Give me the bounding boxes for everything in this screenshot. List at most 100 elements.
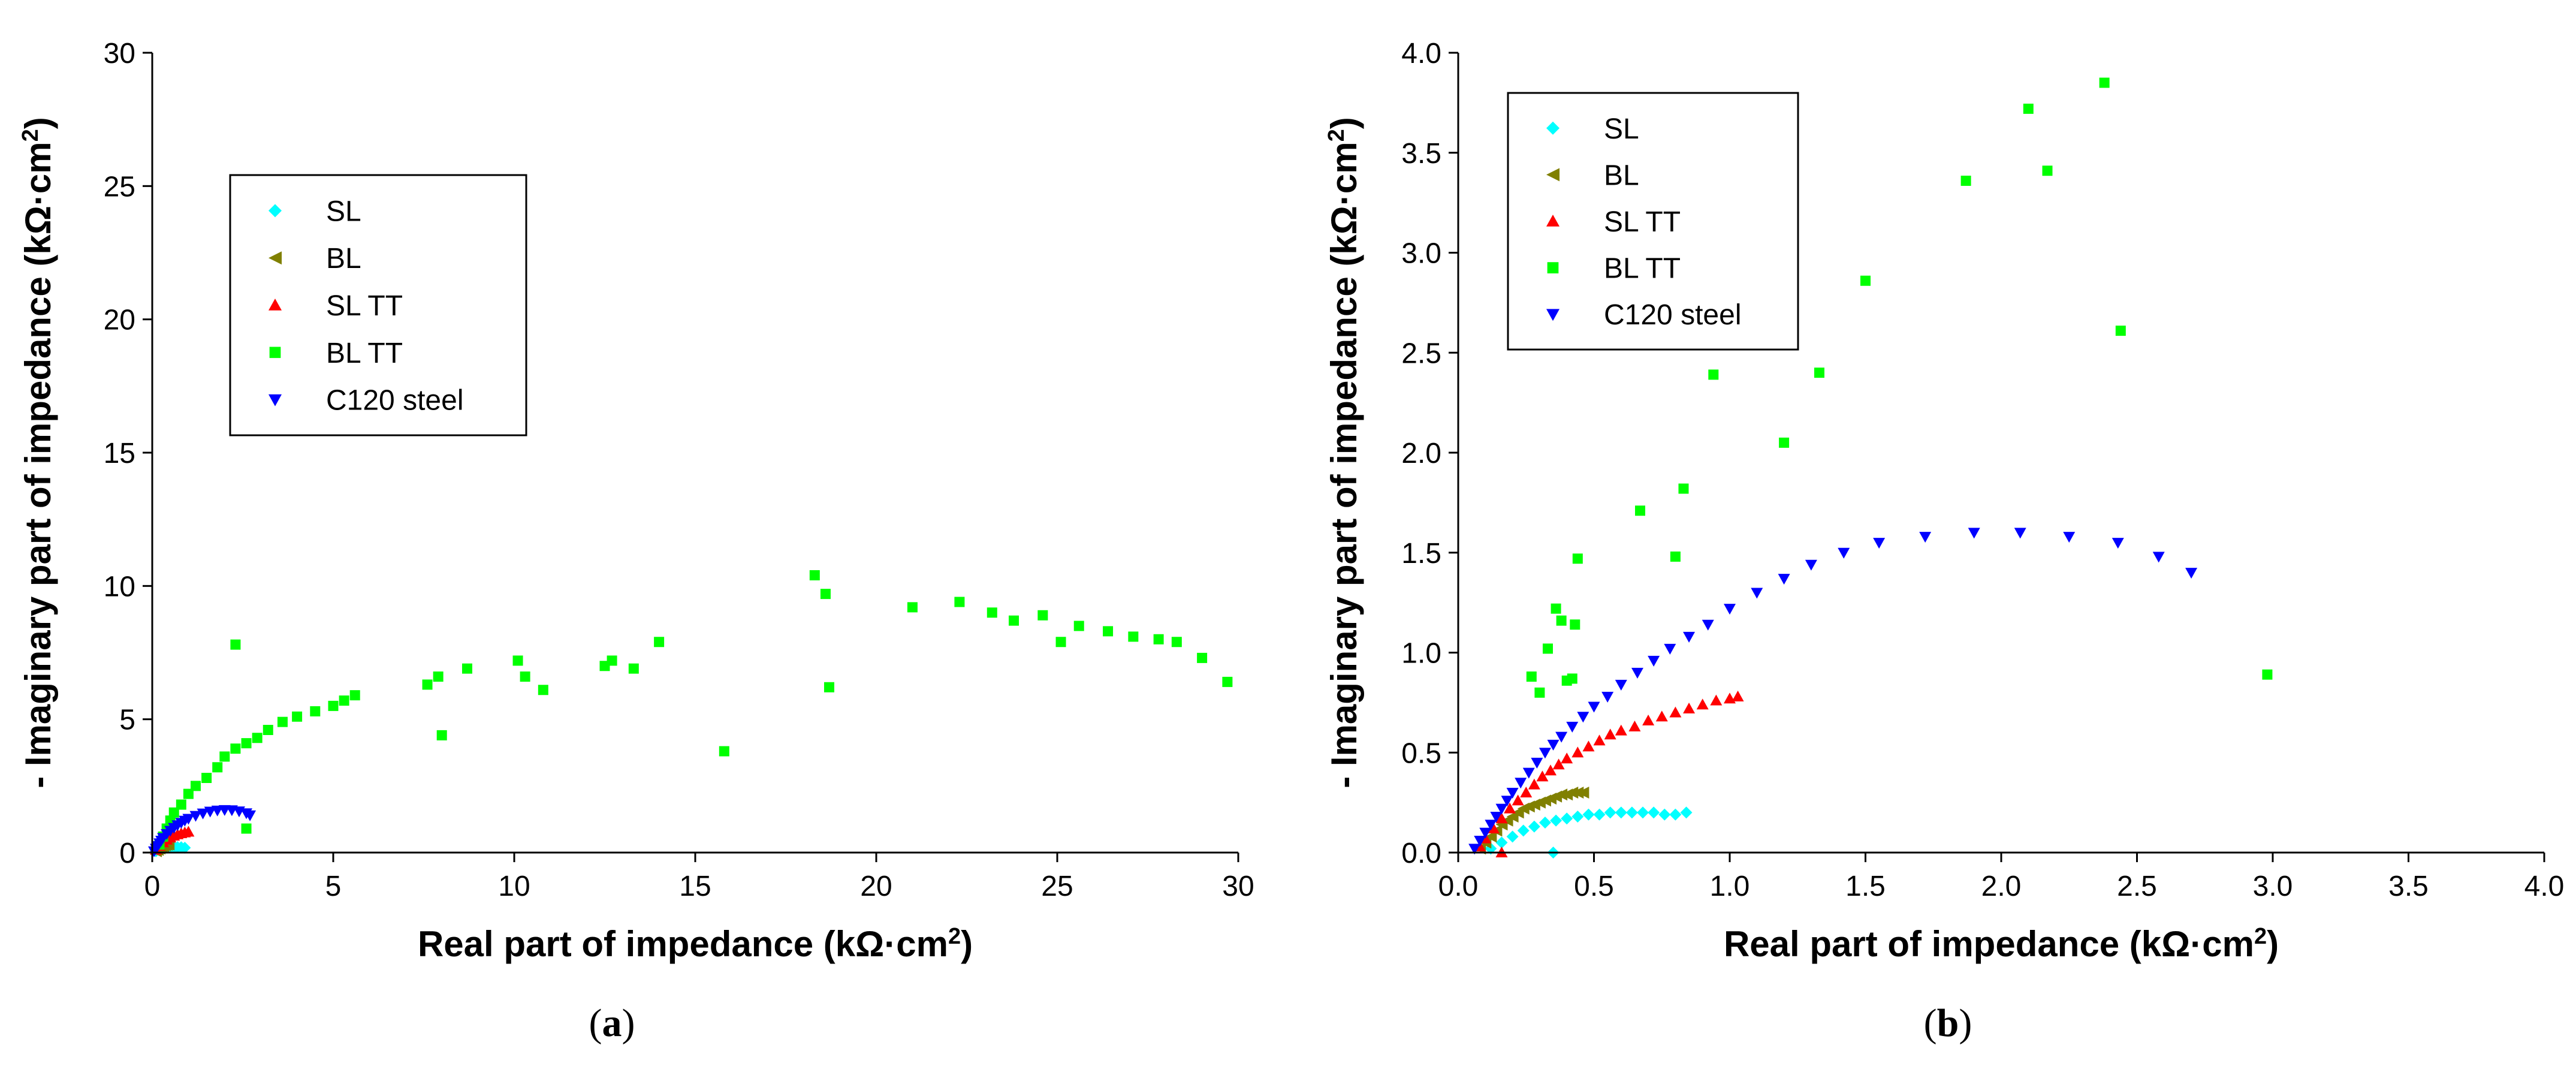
series-bl-tt [1526,77,2273,698]
y-tick-label: 3.0 [1401,238,1441,270]
data-point [1479,827,1492,839]
data-point [292,711,303,722]
x-tick-label: 2.0 [1981,871,2022,902]
data-point [1474,835,1486,847]
data-point [1604,728,1616,740]
data-point [1648,655,1660,667]
data-point [1504,802,1516,814]
legend-triangle-down-marker [269,394,282,406]
data-point [241,823,252,834]
y-axis-title: - Imaginary part of impedance (kΩ·cm2) [1324,117,1364,788]
data-point [182,826,195,837]
y-tick-label: 2.0 [1401,438,1441,469]
data-point [628,663,639,674]
legend-label: SL [326,195,361,227]
data-point [1968,528,1980,539]
legend-label: BL TT [1604,253,1681,285]
x-tick-label: 3.5 [2388,871,2429,902]
legend-triangle-left-marker [1546,168,1560,182]
data-point [1710,694,1723,706]
x-tick-label: 5 [325,871,342,902]
data-point [1588,701,1600,713]
data-point [182,814,195,825]
data-point [1708,369,1719,380]
x-tick-label: 10 [498,871,530,902]
data-point [1678,483,1689,494]
legend-box [229,174,527,436]
data-point [987,607,997,618]
y-tick-label: 1.5 [1401,538,1441,570]
y-tick-label: 2.5 [1401,338,1441,369]
data-point [1838,547,1850,559]
data-point [1073,621,1084,631]
data-point [201,772,212,783]
data-point [1577,712,1589,723]
data-point [1669,706,1682,718]
data-point [263,724,273,735]
data-point [1526,671,1537,682]
data-point [1570,619,1580,630]
data-point [1539,816,1551,829]
data-point [179,841,191,854]
x-tick-label: 4.0 [2524,871,2565,902]
series-c120-steel [1468,528,2198,855]
legend-label: SL TT [326,290,403,322]
data-point [1751,588,1763,599]
data-point [1702,619,1714,631]
data-point [190,781,201,791]
data-point [1512,794,1524,806]
data-point [349,690,360,701]
data-point [2112,538,2124,549]
x-tick-label: 15 [679,871,711,902]
legend-triangle-up-marker [1546,215,1560,227]
data-point [1495,836,1508,849]
legend-label: BL TT [326,338,403,369]
data-point [2115,326,2126,336]
x-tick-label: 2.5 [2117,871,2157,902]
data-point [1683,702,1696,713]
data-point [1655,710,1668,722]
data-point [1604,806,1616,819]
data-point [1485,830,1497,843]
data-point [1960,175,1971,186]
x-tick-label: 25 [1041,871,1073,902]
legend-label: BL [1604,159,1639,191]
data-point [2023,103,2034,114]
y-tick-label: 1.0 [1401,638,1441,670]
data-point [607,655,617,666]
data-point [1635,505,1646,516]
y-tick-label: 0.0 [1401,838,1441,869]
data-point [2099,77,2110,88]
legend: SL BL SL TT BL TT C120 steel [229,174,527,436]
data-point [204,806,216,818]
data-point [1566,721,1579,733]
y-tick-label: 15 [104,438,135,469]
legend-label: SL TT [1604,206,1681,238]
data-point [2014,528,2026,539]
data-point [1561,752,1573,764]
data-point [538,685,548,695]
data-point [1873,538,1886,549]
data-point [1572,553,1583,564]
data-point [436,730,447,740]
x-tick-label: 20 [860,871,892,902]
data-point [1515,778,1527,789]
y-tick-label: 0 [119,838,135,869]
data-point [2063,532,2076,543]
data-point [1556,615,1567,626]
data-point [1860,275,1871,286]
data-point [461,663,472,674]
data-point [1528,820,1540,833]
data-point [1615,724,1627,736]
data-point [1171,637,1182,648]
data-point [1520,786,1533,797]
data-point [211,805,224,817]
data-point [1506,830,1519,843]
data-point [1550,814,1563,827]
series-sl-tt [1474,690,1744,857]
data-point [1487,822,1500,833]
legend: SL BL SL TT BL TT C120 steel [1507,92,1799,351]
data-point [1539,748,1551,759]
data-point [1545,764,1557,776]
data-point [654,637,665,648]
